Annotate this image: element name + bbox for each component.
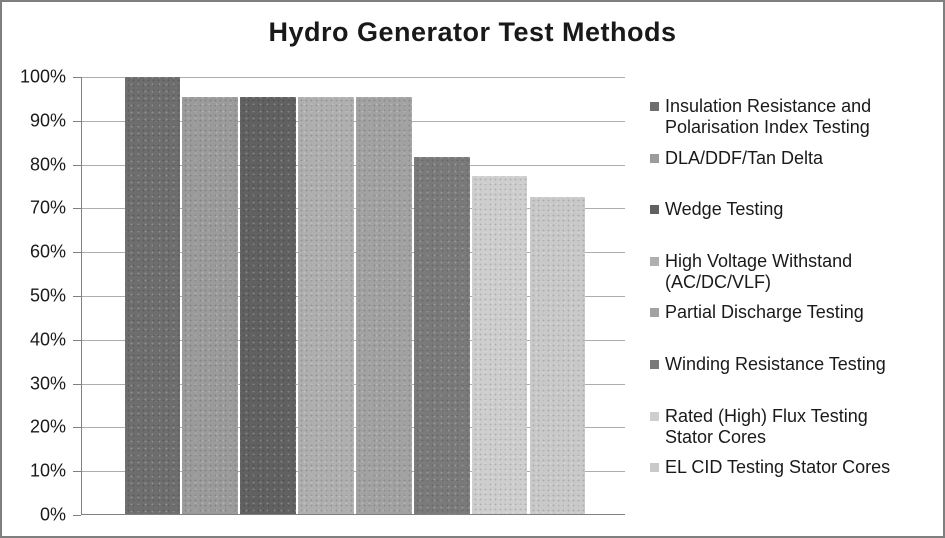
y-axis-tick-label: 80% bbox=[29, 154, 66, 175]
y-axis-tick bbox=[73, 427, 81, 429]
y-axis-tick bbox=[73, 339, 81, 341]
y-axis-tick-label: 90% bbox=[29, 110, 66, 131]
bar-6 bbox=[414, 156, 470, 514]
legend-item: Wedge Testing bbox=[650, 199, 783, 220]
y-axis-tick bbox=[73, 471, 81, 473]
legend-item: Winding Resistance Testing bbox=[650, 354, 886, 375]
legend-item-label: Partial Discharge Testing bbox=[665, 302, 864, 323]
y-axis-tick-label: 0% bbox=[39, 504, 66, 525]
legend-swatch bbox=[650, 102, 659, 111]
legend-item-label: Wedge Testing bbox=[665, 199, 784, 220]
y-axis-line bbox=[81, 77, 82, 515]
y-axis-tick-label: 100% bbox=[19, 66, 66, 87]
chart-title: Hydro Generator Test Methods bbox=[268, 17, 677, 47]
legend-item: High Voltage Withstand (AC/DC/VLF) bbox=[650, 251, 912, 293]
y-axis-tick-label: 40% bbox=[29, 329, 66, 350]
legend-item: DLA/DDF/Tan Delta bbox=[650, 148, 823, 169]
y-axis-tick bbox=[73, 120, 81, 122]
plot-area bbox=[73, 77, 625, 516]
y-axis-tick bbox=[73, 164, 81, 166]
bar-7 bbox=[471, 176, 528, 514]
x-axis-line bbox=[81, 514, 625, 515]
y-axis-tick bbox=[73, 252, 81, 254]
legend-item: Partial Discharge Testing bbox=[650, 302, 864, 323]
y-axis-tick-label: 60% bbox=[29, 241, 66, 262]
y-axis-tick-label: 30% bbox=[29, 373, 66, 394]
legend-item-label: EL CID Testing Stator Cores bbox=[665, 457, 891, 478]
legend-swatch bbox=[650, 360, 659, 369]
legend-item: Insulation Resistance and Polarisation I… bbox=[650, 96, 912, 138]
legend-swatch bbox=[650, 205, 659, 215]
legend-item-label: Rated (High) Flux Testing Stator Cores bbox=[665, 405, 868, 447]
gridline bbox=[82, 77, 625, 78]
legend-item: Rated (High) Flux Testing Stator Cores bbox=[650, 406, 912, 448]
legend-swatch bbox=[650, 463, 659, 473]
legend-swatch bbox=[650, 256, 659, 266]
bar-5 bbox=[356, 96, 412, 514]
y-axis-tick-label: 70% bbox=[29, 197, 66, 218]
bar-2 bbox=[182, 96, 238, 514]
legend-swatch bbox=[650, 153, 659, 163]
legend-item-label: High Voltage Withstand (AC/DC/VLF) bbox=[665, 250, 853, 292]
legend-item: EL CID Testing Stator Cores bbox=[650, 457, 890, 478]
bar-4 bbox=[298, 96, 354, 514]
y-axis-tick bbox=[73, 383, 81, 385]
y-axis-tick-label: 20% bbox=[29, 416, 66, 437]
legend: Insulation Resistance and Polarisation I… bbox=[650, 96, 912, 516]
y-axis-labels: 0% 10% 20% 30% 40% 50% 60% 70% 80% 90% 100% bbox=[2, 2, 66, 536]
y-axis-tick bbox=[73, 296, 81, 297]
y-axis-tick bbox=[73, 515, 81, 516]
y-axis-tick bbox=[73, 77, 81, 78]
bar-1 bbox=[124, 77, 180, 514]
legend-item-label: Winding Resistance Testing bbox=[665, 354, 886, 374]
y-axis-tick-label: 10% bbox=[29, 460, 66, 481]
y-axis-tick-label: 50% bbox=[29, 285, 66, 306]
legend-swatch bbox=[650, 411, 659, 421]
legend-item-label: Insulation Resistance and Polarisation I… bbox=[665, 96, 872, 137]
y-axis-tick bbox=[73, 208, 81, 210]
bar-3 bbox=[240, 96, 296, 514]
legend-swatch bbox=[650, 308, 659, 318]
legend-item-label: DLA/DDF/Tan Delta bbox=[665, 147, 824, 168]
bar-8 bbox=[529, 196, 586, 514]
